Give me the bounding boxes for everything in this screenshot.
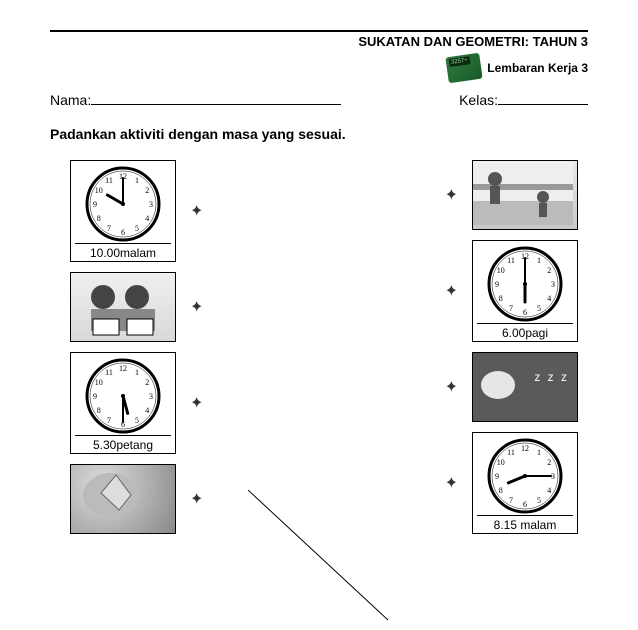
clock-box: 123456789101112 10.00malam: [70, 160, 176, 262]
svg-text:12: 12: [119, 364, 127, 373]
nama-underline[interactable]: [91, 91, 341, 105]
match-node[interactable]: ✦: [445, 377, 458, 397]
svg-text:11: 11: [507, 448, 515, 457]
sleeping-picture: z z z: [473, 353, 577, 421]
match-node[interactable]: ✦: [190, 393, 203, 413]
instruction-text: Padankan aktiviti dengan masa yang sesua…: [50, 126, 588, 142]
svg-text:4: 4: [145, 214, 149, 223]
svg-text:4: 4: [547, 486, 551, 495]
header-row: SUKATAN DAN GEOMETRI: TAHUN 3: [50, 34, 588, 49]
svg-text:10: 10: [95, 186, 103, 195]
clock-face: 123456789101112: [84, 357, 162, 435]
svg-text:5: 5: [537, 496, 541, 505]
clock-box: 123456789101112 6.00pagi: [472, 240, 578, 342]
kelas-field: Kelas:: [459, 91, 588, 108]
header-rule: [50, 30, 588, 32]
matching-area: 123456789101112 10.00malam ✦ ✦ 123456789…: [50, 160, 588, 534]
svg-text:1: 1: [537, 448, 541, 457]
svg-text:6: 6: [121, 228, 125, 237]
svg-text:8: 8: [97, 406, 101, 415]
svg-text:1: 1: [135, 176, 139, 185]
subject-title: SUKATAN DAN GEOMETRI: TAHUN 3: [358, 34, 588, 49]
svg-text:5: 5: [135, 416, 139, 425]
picture-box: z z z: [472, 352, 578, 422]
svg-text:8: 8: [97, 214, 101, 223]
clock-face: 123456789101112: [84, 165, 162, 243]
match-item: ✦: [445, 160, 578, 230]
svg-text:9: 9: [93, 392, 97, 401]
svg-text:4: 4: [547, 294, 551, 303]
left-column: 123456789101112 10.00malam ✦ ✦ 123456789…: [50, 160, 203, 534]
clock-face: 123456789101112: [486, 245, 564, 323]
svg-text:3: 3: [551, 280, 555, 289]
match-item: 123456789101112 10.00malam ✦: [70, 160, 203, 262]
match-item: ✦: [70, 464, 203, 534]
svg-text:3: 3: [149, 200, 153, 209]
sheet-label: Lembaran Kerja 3: [487, 61, 588, 75]
right-column: ✦ 123456789101112 6.00pagi ✦ z z z✦ 1234…: [445, 160, 588, 534]
svg-text:4: 4: [145, 406, 149, 415]
picture-box: [70, 464, 176, 534]
svg-text:8: 8: [499, 486, 503, 495]
match-item: ✦: [70, 272, 203, 342]
svg-text:5: 5: [135, 224, 139, 233]
svg-text:7: 7: [509, 304, 513, 313]
clock-face: 123456789101112: [486, 437, 564, 515]
svg-text:3: 3: [149, 392, 153, 401]
svg-text:10: 10: [95, 378, 103, 387]
svg-text:6: 6: [523, 500, 527, 509]
match-item: 123456789101112 6.00pagi ✦: [445, 240, 578, 342]
svg-text:7: 7: [107, 416, 111, 425]
svg-text:2: 2: [547, 458, 551, 467]
students-picture: [71, 273, 175, 341]
match-node[interactable]: ✦: [190, 201, 203, 221]
svg-text:1: 1: [135, 368, 139, 377]
clock-caption: 6.00pagi: [477, 323, 573, 341]
name-field: Nama:: [50, 91, 341, 108]
svg-text:11: 11: [507, 256, 515, 265]
svg-text:9: 9: [495, 280, 499, 289]
clock-caption: 10.00malam: [75, 243, 171, 261]
clock-caption: 8.15 malam: [477, 515, 573, 533]
match-node[interactable]: ✦: [445, 185, 458, 205]
name-row: Nama: Kelas:: [50, 91, 588, 108]
svg-text:7: 7: [107, 224, 111, 233]
clock-box: 123456789101112 5.30petang: [70, 352, 176, 454]
svg-text:12: 12: [521, 444, 529, 453]
svg-text:7: 7: [509, 496, 513, 505]
svg-text:10: 10: [497, 266, 505, 275]
match-node[interactable]: ✦: [445, 473, 458, 493]
picture-box: [70, 272, 176, 342]
svg-text:2: 2: [145, 186, 149, 195]
worksheet-page: SUKATAN DAN GEOMETRI: TAHUN 3 Lembaran K…: [0, 0, 638, 534]
kelas-underline[interactable]: [498, 91, 588, 105]
svg-text:9: 9: [495, 472, 499, 481]
match-item: z z z ✦: [445, 352, 578, 422]
svg-text:9: 9: [93, 200, 97, 209]
match-item: 123456789101112 5.30petang ✦: [70, 352, 203, 454]
nama-label: Nama:: [50, 92, 91, 108]
match-node[interactable]: ✦: [190, 297, 203, 317]
svg-text:8: 8: [499, 294, 503, 303]
picture-box: [472, 160, 578, 230]
playground-picture: [473, 161, 577, 229]
calculator-icon: [446, 53, 483, 83]
match-node[interactable]: ✦: [445, 281, 458, 301]
svg-text:5: 5: [537, 304, 541, 313]
kelas-label: Kelas:: [459, 92, 498, 108]
match-node[interactable]: ✦: [190, 489, 203, 509]
svg-text:1: 1: [537, 256, 541, 265]
clock-box: 123456789101112 8.15 malam: [472, 432, 578, 534]
svg-text:11: 11: [105, 368, 113, 377]
svg-text:11: 11: [105, 176, 113, 185]
sheet-label-row: Lembaran Kerja 3: [50, 55, 588, 81]
svg-text:6: 6: [523, 308, 527, 317]
washing-picture: [71, 465, 175, 533]
svg-text:10: 10: [497, 458, 505, 467]
clock-caption: 5.30petang: [75, 435, 171, 453]
svg-text:2: 2: [547, 266, 551, 275]
svg-text:2: 2: [145, 378, 149, 387]
match-item: 123456789101112 8.15 malam ✦: [445, 432, 578, 534]
